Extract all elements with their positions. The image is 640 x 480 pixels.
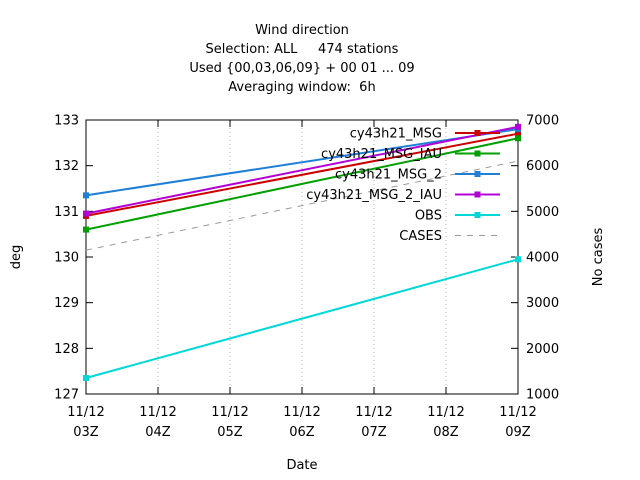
legend-label: CASES (399, 229, 442, 244)
legend-label: cy43h21_MSG_2_IAU (306, 188, 442, 203)
data-point (83, 192, 89, 199)
x-tick-label: 11/12 03Z (67, 405, 104, 440)
y2-tick-label: 7000 (526, 114, 559, 129)
y-axis-label: deg (9, 245, 24, 270)
x-tick-label: 11/12 05Z (211, 405, 248, 440)
legend-marker (474, 191, 481, 198)
x-tick-label: 11/12 04Z (139, 405, 176, 440)
y2-tick-label: 4000 (526, 251, 559, 266)
data-point (515, 256, 521, 263)
x-tick-label: 11/12 08Z (427, 405, 464, 440)
x-tick-label: 11/12 09Z (499, 405, 536, 440)
chart-title: Wind direction Selection: ALL 474 station… (189, 23, 414, 95)
y2-tick-label: 1000 (526, 388, 559, 403)
x-axis-label: Date (286, 458, 317, 473)
grid (157, 120, 447, 394)
y-tick-label: 127 (54, 388, 79, 403)
series-lines (83, 123, 521, 382)
y-tick-label: 133 (54, 114, 79, 129)
title-line: Wind direction (255, 23, 349, 38)
y-axis-right: 1000 2000 3000 4000 5000 6000 7000 (511, 114, 559, 403)
legend-marker (474, 130, 481, 136)
y2-tick-label: 6000 (526, 159, 559, 174)
title-line: Selection: ALL 474 stations (206, 42, 399, 57)
legend-label: OBS (415, 209, 442, 224)
title-line: Used {00,03,06,09} + 00 01 ... 09 (189, 61, 414, 76)
y2-tick-label: 2000 (526, 342, 559, 357)
legend-label: cy43h21_MSG_2 (335, 168, 442, 183)
y2-tick-label: 5000 (526, 205, 559, 220)
data-point (515, 123, 521, 130)
y-tick-label: 128 (54, 342, 79, 357)
series-line (85, 160, 519, 251)
data-point (83, 375, 89, 382)
series-line (85, 132, 519, 217)
y-tick-label: 132 (54, 159, 79, 174)
series-line (85, 125, 519, 215)
y-tick-label: 130 (54, 251, 79, 266)
legend-label: cy43h21_MSG_IAU (321, 147, 442, 162)
y2-axis-label: No cases (591, 228, 606, 287)
x-tick-label: 11/12 07Z (355, 405, 392, 440)
series-line (85, 128, 519, 197)
legend: cy43h21_MSG cy43h21_MSG_IAU cy43h21_MSG_2c… (306, 127, 500, 244)
x-tick-label: 11/12 06Z (283, 405, 320, 440)
series-line (85, 258, 519, 379)
data-point (515, 130, 521, 137)
data-point (515, 135, 521, 142)
data-point (83, 210, 89, 217)
y2-tick-label: 3000 (526, 296, 559, 311)
y-axis-left: 127 128 129 130 131 132 133 (54, 114, 93, 403)
data-point (83, 226, 89, 233)
title-line: Averaging window: 6h (228, 80, 375, 95)
y-tick-label: 131 (54, 205, 79, 220)
y-tick-label: 129 (54, 296, 79, 311)
legend-label: cy43h21_MSG (350, 127, 442, 142)
x-axis: 11/12 03Z 11/12 04Z 11/12 05Z 11/12 06Z 11/12 07Z… (67, 120, 537, 440)
legend-marker (474, 171, 481, 177)
legend-marker (474, 150, 481, 157)
series-line (85, 137, 519, 231)
legend-marker (474, 212, 481, 218)
